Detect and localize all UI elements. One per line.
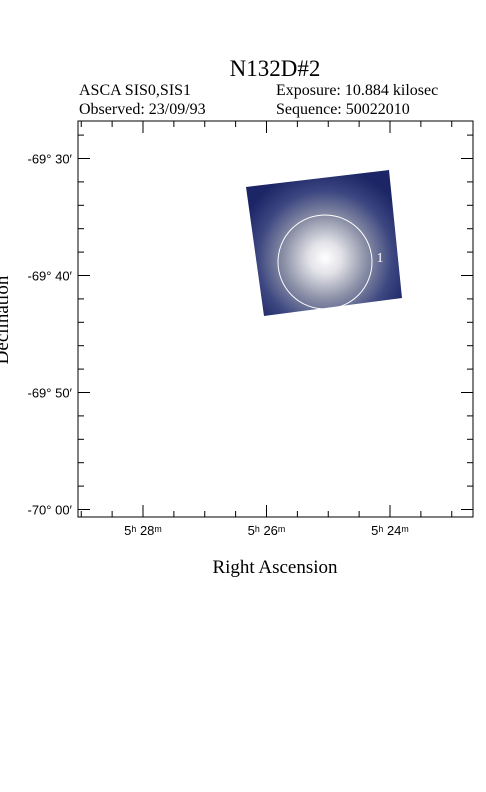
x-tick-label: 5ʰ 24ᵐ	[371, 523, 409, 538]
x-axis-label: Right Ascension	[212, 557, 338, 578]
source-label: 1	[377, 251, 384, 266]
observed: Observed: 23/09/93	[79, 101, 206, 118]
x-tick-label: 5ʰ 26ᵐ	[248, 523, 286, 538]
exposure: Exposure: 10.884 kilosec	[276, 82, 438, 99]
y-tick-label: -69° 50′	[28, 386, 73, 401]
title: N132D#2	[230, 56, 321, 81]
y-axis-label: Declination	[0, 275, 13, 364]
instrument: ASCA SIS0,SIS1	[79, 82, 191, 99]
y-tick-label: -70° 00′	[28, 503, 73, 518]
source-region	[277, 214, 373, 310]
y-tick-label: -69° 30′	[28, 152, 73, 167]
axes-box	[77, 120, 474, 518]
x-tick-label: 5ʰ 28ᵐ	[124, 523, 162, 538]
sequence: Sequence: 50022010	[276, 101, 410, 118]
plot-frame: 1	[77, 120, 474, 518]
x-ray-image	[246, 170, 402, 316]
y-tick-label: -69° 40′	[28, 269, 73, 284]
